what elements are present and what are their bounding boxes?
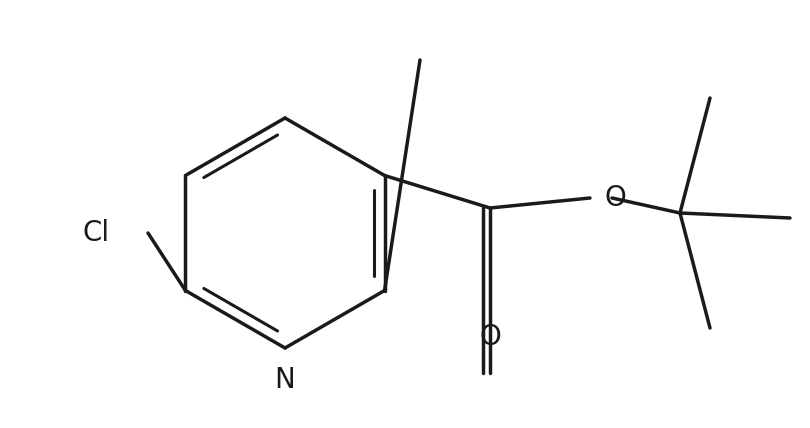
Text: O: O: [480, 323, 501, 351]
Text: Cl: Cl: [83, 219, 110, 247]
Text: N: N: [275, 366, 296, 394]
Text: O: O: [604, 184, 626, 212]
